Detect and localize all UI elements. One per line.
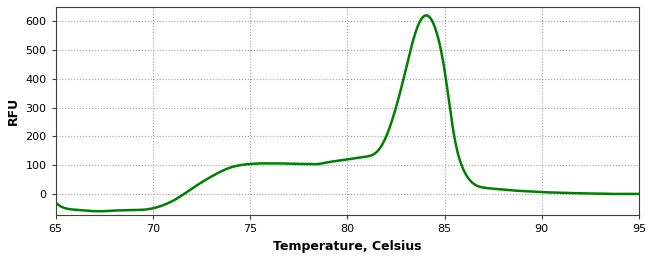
X-axis label: Temperature, Celsius: Temperature, Celsius bbox=[273, 240, 422, 253]
Y-axis label: RFU: RFU bbox=[7, 97, 20, 125]
